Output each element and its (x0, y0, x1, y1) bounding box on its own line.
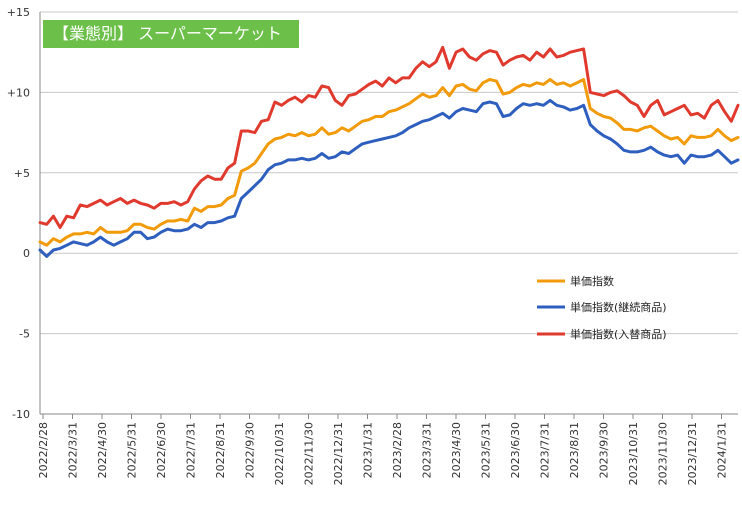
x-tick-label: 2023/2/28 (391, 422, 404, 478)
x-axis-ticks: 2022/2/28 2022/3/31 2022/4/30 2022/5/31 2022… (37, 414, 729, 485)
legend-label: 単価指数(入替商品) (570, 327, 667, 341)
x-tick-label: 2022/9/30 (244, 422, 257, 478)
series-line-1 (38, 78, 740, 247)
x-tick-label: 2024/1/31 (716, 422, 729, 478)
x-tick-label: 2023/3/31 (421, 422, 434, 478)
x-tick-label: 2023/10/31 (627, 422, 640, 485)
y-tick-label: +10 (7, 86, 30, 99)
x-tick-label: 2022/12/31 (332, 422, 345, 485)
x-tick-label: 2022/3/31 (67, 422, 80, 478)
series-line-3 (38, 45, 740, 229)
y-tick-label: -5 (19, 328, 30, 341)
grid-lines (40, 11, 738, 415)
x-tick-label: 2023/8/31 (568, 422, 581, 478)
legend-label: 単価指数(継続商品) (570, 300, 667, 314)
series-lines (38, 45, 740, 258)
legend-label: 単価指数 (570, 274, 614, 288)
x-tick-label: 2023/9/30 (598, 422, 611, 478)
x-tick-label: 2022/2/28 (37, 422, 50, 478)
x-tick-label: 2023/6/30 (509, 422, 522, 478)
x-tick-label: 2023/7/31 (539, 422, 552, 478)
x-tick-label: 2022/8/31 (214, 422, 227, 478)
x-tick-label: 2023/11/30 (657, 422, 670, 485)
chart-title: 【業態別】 スーパーマーケット (43, 20, 299, 48)
y-tick-label: +15 (7, 6, 30, 19)
x-tick-label: 2023/1/31 (362, 422, 375, 478)
x-tick-label: 2023/12/31 (686, 422, 699, 485)
series-line-2 (38, 98, 740, 258)
y-tick-label: -10 (12, 408, 30, 421)
x-tick-label: 2022/7/31 (185, 422, 198, 478)
x-tick-label: 2022/10/31 (273, 422, 286, 485)
x-tick-label: 2022/4/30 (96, 422, 109, 478)
x-tick-label: 2022/11/30 (303, 422, 316, 485)
x-tick-label: 2023/5/31 (480, 422, 493, 478)
x-tick-label: 2022/5/31 (126, 422, 139, 478)
x-tick-label: 2023/4/30 (450, 422, 463, 478)
y-tick-label: 0 (23, 247, 30, 260)
y-axis-ticks: -10 -5 0 +5 +10 +15 (7, 6, 30, 421)
x-tick-label: 2022/6/30 (155, 422, 168, 478)
y-tick-label: +5 (14, 167, 30, 180)
